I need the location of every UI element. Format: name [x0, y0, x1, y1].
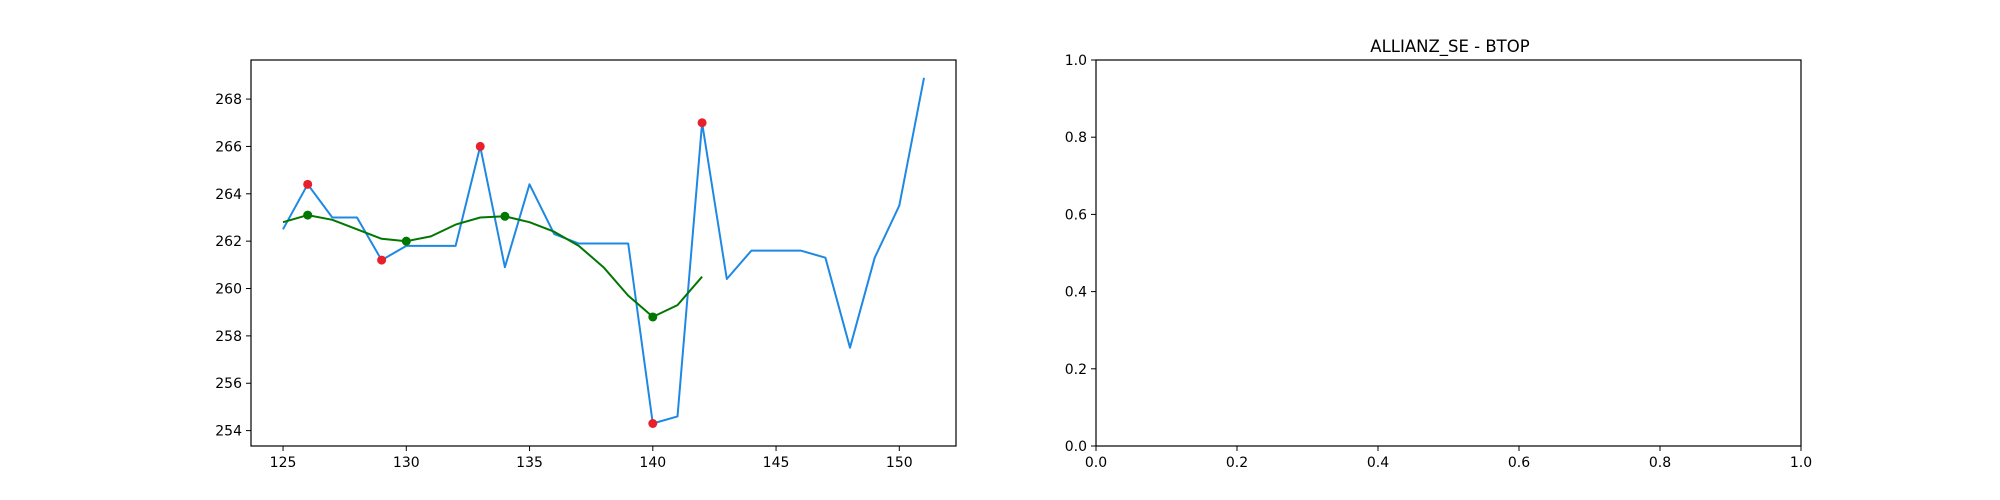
left-chart: 125 130 135 140 145 150 254 256 258 260 262 264 266 2… — [215, 59, 957, 471]
scatter-point — [377, 255, 387, 265]
x-tick-label: 130 — [393, 455, 420, 471]
y-tick-label: 264 — [215, 187, 242, 203]
y-tick-label: 258 — [215, 329, 242, 345]
y-tick-label: 256 — [215, 376, 242, 392]
x-tick-label: 0.2 — [1226, 455, 1248, 471]
series-line-0 — [282, 77, 925, 425]
x-tick-label: 135 — [516, 455, 543, 471]
y-tick-label: 0.6 — [1065, 207, 1087, 223]
scatter-point — [697, 118, 707, 128]
scatter-point — [648, 312, 658, 322]
x-tick-label: 140 — [639, 455, 666, 471]
x-tick-label: 145 — [763, 455, 790, 471]
chart-title: ALLIANZ_SE - BTOP — [1370, 37, 1529, 57]
axes-frame — [1095, 59, 1802, 447]
y-tick-label: 0.0 — [1065, 439, 1087, 455]
y-tick-label: 262 — [215, 234, 242, 250]
x-tick-label: 1.0 — [1790, 455, 1812, 471]
right-chart: ALLIANZ_SE - BTOP 0.0 0.2 0.4 0.6 0.8 1.0 0.0 0… — [1065, 37, 1812, 471]
scatter-point — [500, 211, 510, 221]
y-tick-label: 266 — [215, 139, 242, 155]
y-tick-label: 0.2 — [1065, 362, 1087, 378]
axes-frame — [250, 59, 957, 447]
x-tick-label: 0.8 — [1649, 455, 1671, 471]
scatter-point — [475, 141, 485, 151]
y-tick-label: 0.4 — [1065, 285, 1087, 301]
y-tick-label: 0.8 — [1065, 130, 1087, 146]
x-tick-label: 0.0 — [1085, 455, 1107, 471]
scatter-point — [401, 236, 411, 246]
x-tick-label: 125 — [270, 455, 297, 471]
x-tick-label: 0.4 — [1367, 455, 1389, 471]
x-tick-label: 0.6 — [1508, 455, 1530, 471]
y-tick-label: 1.0 — [1065, 53, 1087, 69]
y-tick-label: 268 — [215, 92, 242, 108]
scatter-point — [648, 419, 658, 429]
scatter-point — [303, 210, 313, 220]
series-line-1 — [282, 214, 703, 318]
y-tick-label: 254 — [215, 424, 242, 440]
x-tick-label: 150 — [886, 455, 913, 471]
y-tick-label: 260 — [215, 282, 242, 298]
scatter-point — [303, 179, 313, 189]
